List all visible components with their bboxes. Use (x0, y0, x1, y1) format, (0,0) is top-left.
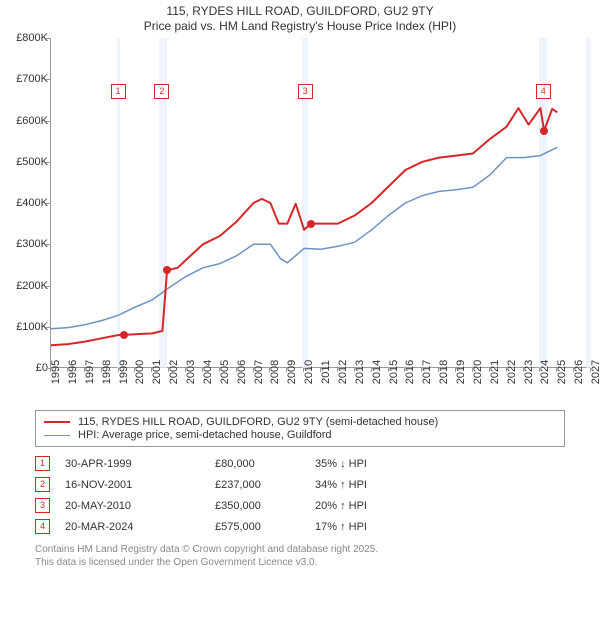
x-tick (134, 368, 135, 372)
y-axis-label: £400K (8, 197, 48, 209)
series-line-price_paid (51, 108, 557, 345)
event-dot (307, 220, 315, 228)
legend-item-hpi: HPI: Average price, semi-detached house,… (44, 429, 556, 441)
chart-title-block: 115, RYDES HILL ROAD, GUILDFORD, GU2 9TY… (6, 4, 594, 34)
event-row: 4 20-MAR-2024 £575,000 17% ↑ HPI (35, 516, 565, 537)
x-tick (506, 368, 507, 372)
x-tick (455, 368, 456, 372)
title-line-1: 115, RYDES HILL ROAD, GUILDFORD, GU2 9TY (6, 4, 594, 19)
event-marker-icon: 1 (111, 84, 126, 99)
event-delta: 20% ↑ HPI (315, 500, 425, 512)
y-axis-label: £600K (8, 115, 48, 127)
x-tick (269, 368, 270, 372)
x-tick (320, 368, 321, 372)
chart-area: 1 2 3 4 £0 £100K £200K £300K £400K £500K £600K £70… (6, 38, 594, 406)
event-marker-icon: 4 (35, 519, 50, 534)
legend-label: HPI: Average price, semi-detached house,… (78, 429, 332, 441)
event-marker-icon: 1 (35, 456, 50, 471)
event-dot (540, 127, 548, 135)
x-tick (236, 368, 237, 372)
event-price: £350,000 (215, 500, 315, 512)
event-marker-icon: 4 (536, 84, 551, 99)
event-delta: 17% ↑ HPI (315, 521, 425, 533)
legend-box: 115, RYDES HILL ROAD, GUILDFORD, GU2 9TY… (35, 410, 565, 447)
y-tick (46, 79, 50, 80)
legend-item-price-paid: 115, RYDES HILL ROAD, GUILDFORD, GU2 9TY… (44, 416, 556, 428)
x-tick (253, 368, 254, 372)
series-line-hpi (51, 147, 557, 328)
attribution-line: This data is licensed under the Open Gov… (35, 556, 565, 569)
event-date: 20-MAY-2010 (65, 500, 215, 512)
y-tick (46, 244, 50, 245)
y-tick (46, 286, 50, 287)
y-axis-label: £100K (8, 321, 48, 333)
event-date: 30-APR-1999 (65, 458, 215, 470)
event-marker-icon: 3 (298, 84, 313, 99)
x-tick (303, 368, 304, 372)
event-date: 20-MAR-2024 (65, 521, 215, 533)
x-tick (84, 368, 85, 372)
y-axis-label: £200K (8, 280, 48, 292)
event-row: 3 20-MAY-2010 £350,000 20% ↑ HPI (35, 495, 565, 516)
x-tick (489, 368, 490, 372)
event-date: 16-NOV-2001 (65, 479, 215, 491)
x-tick (539, 368, 540, 372)
x-tick (388, 368, 389, 372)
x-tick (219, 368, 220, 372)
y-axis-label: £300K (8, 238, 48, 250)
x-tick (67, 368, 68, 372)
y-axis-label: £700K (8, 73, 48, 85)
y-tick (46, 203, 50, 204)
series-svg (51, 38, 591, 368)
event-delta: 35% ↓ HPI (315, 458, 425, 470)
y-tick (46, 38, 50, 39)
x-tick (404, 368, 405, 372)
x-tick (151, 368, 152, 372)
legend-swatch-price-paid (44, 421, 70, 423)
x-tick (101, 368, 102, 372)
x-tick (286, 368, 287, 372)
x-tick (438, 368, 439, 372)
title-line-2: Price paid vs. HM Land Registry's House … (6, 19, 594, 34)
legend-swatch-hpi (44, 435, 70, 436)
event-row: 1 30-APR-1999 £80,000 35% ↓ HPI (35, 453, 565, 474)
x-tick (50, 368, 51, 372)
event-dot (120, 331, 128, 339)
y-axis-label: £500K (8, 156, 48, 168)
x-tick (590, 368, 591, 372)
y-tick (46, 162, 50, 163)
x-tick (337, 368, 338, 372)
event-marker-icon: 2 (35, 477, 50, 492)
x-tick (421, 368, 422, 372)
plot-region: 1 2 3 4 (50, 38, 590, 368)
x-tick (202, 368, 203, 372)
y-tick (46, 327, 50, 328)
y-axis-label: £0 (8, 362, 48, 374)
x-tick (185, 368, 186, 372)
x-tick (523, 368, 524, 372)
y-axis-label: £800K (8, 32, 48, 44)
x-tick (573, 368, 574, 372)
event-price: £80,000 (215, 458, 315, 470)
x-tick (371, 368, 372, 372)
event-price: £575,000 (215, 521, 315, 533)
x-tick (118, 368, 119, 372)
event-row: 2 16-NOV-2001 £237,000 34% ↑ HPI (35, 474, 565, 495)
y-tick (46, 121, 50, 122)
legend-label: 115, RYDES HILL ROAD, GUILDFORD, GU2 9TY… (78, 416, 438, 428)
events-table: 1 30-APR-1999 £80,000 35% ↓ HPI 2 16-NOV… (35, 453, 565, 537)
x-axis-label: 2027 (590, 352, 600, 392)
x-tick (354, 368, 355, 372)
x-tick (168, 368, 169, 372)
attribution-text: Contains HM Land Registry data © Crown c… (35, 543, 565, 569)
event-delta: 34% ↑ HPI (315, 479, 425, 491)
attribution-line: Contains HM Land Registry data © Crown c… (35, 543, 565, 556)
event-dot (163, 266, 171, 274)
event-marker-icon: 3 (35, 498, 50, 513)
event-marker-icon: 2 (154, 84, 169, 99)
x-tick (556, 368, 557, 372)
event-price: £237,000 (215, 479, 315, 491)
x-tick (472, 368, 473, 372)
